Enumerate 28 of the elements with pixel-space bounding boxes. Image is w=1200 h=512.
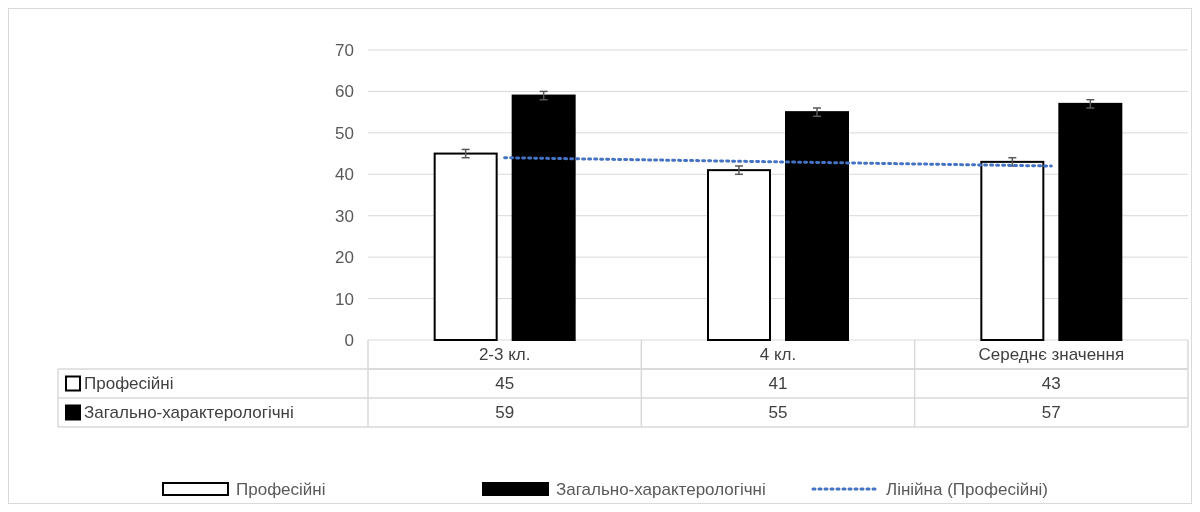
data-label: 57: [1041, 403, 1061, 423]
y-tick-label: 0: [344, 330, 354, 350]
y-tick-label: 60: [335, 82, 354, 102]
text: Професійні: [84, 374, 174, 394]
data-label: 59: [495, 403, 515, 423]
y-tick-label: 20: [335, 248, 354, 268]
legend-label: Лінійна (Професійні): [886, 479, 1048, 499]
y-tick-label: 30: [335, 206, 354, 226]
data-label: 55: [768, 403, 788, 423]
y-tick-label: 50: [335, 123, 354, 143]
data-label: 41: [768, 374, 788, 394]
bar: [707, 169, 771, 341]
y-tick-label: 70: [335, 40, 354, 60]
x-tick-label: 4 кл.: [759, 345, 797, 365]
x-tick-label: Середнє значення: [978, 345, 1125, 365]
y-tick-label: 40: [335, 165, 354, 185]
bar: [980, 160, 1045, 341]
bar: [785, 111, 849, 341]
x-tick-label: 2-3 кл.: [478, 345, 531, 365]
data-label: 45: [495, 374, 515, 394]
legend-label: Загально-характерологічні: [556, 479, 766, 499]
y-tick-label: 10: [335, 289, 354, 309]
bar: [511, 94, 576, 341]
bar: [433, 152, 498, 341]
data-label: 43: [1041, 374, 1061, 394]
bar: [1058, 102, 1123, 341]
legend-label: Професійні: [236, 479, 326, 499]
text: Загально-характерологічні: [84, 403, 294, 423]
